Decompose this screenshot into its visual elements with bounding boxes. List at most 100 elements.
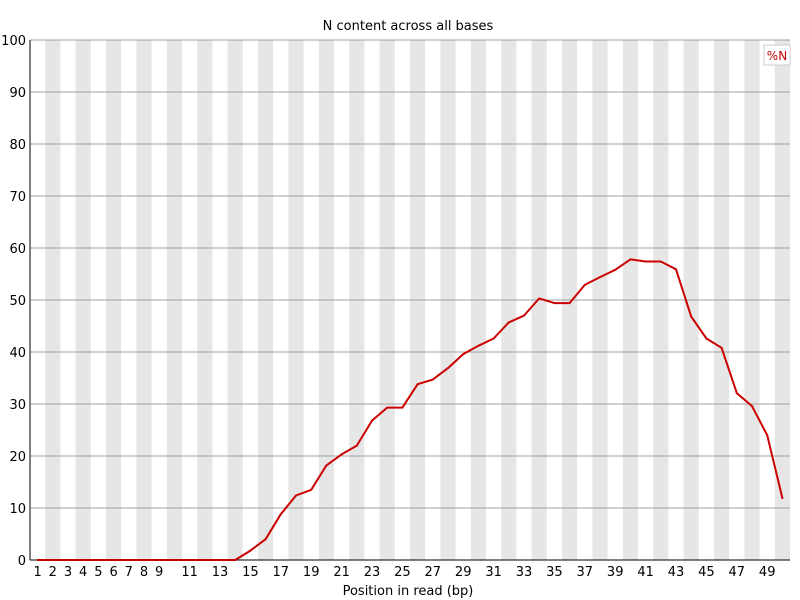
data-point bbox=[51, 559, 54, 561]
x-tick-label: 17 bbox=[273, 565, 290, 580]
data-point bbox=[644, 260, 647, 263]
x-tick-label: 13 bbox=[212, 565, 229, 580]
data-point bbox=[249, 549, 252, 552]
data-point bbox=[538, 297, 541, 300]
y-tick-label: 50 bbox=[9, 294, 26, 309]
x-tick-label: 39 bbox=[607, 565, 624, 580]
data-point bbox=[173, 559, 176, 561]
data-point bbox=[599, 276, 601, 279]
x-tick-label: 1 bbox=[33, 565, 41, 580]
data-point bbox=[781, 497, 784, 500]
data-point bbox=[36, 559, 39, 561]
data-point bbox=[82, 559, 85, 561]
data-point bbox=[67, 559, 69, 561]
x-tick-label: 31 bbox=[485, 565, 502, 580]
x-tick-label: 2 bbox=[49, 565, 57, 580]
data-point bbox=[568, 302, 571, 305]
data-point bbox=[188, 559, 191, 561]
data-point bbox=[447, 367, 449, 370]
y-tick-labels: 0 10 20 30 40 50 60 70 80 90 100 bbox=[1, 34, 26, 569]
y-tick-label: 10 bbox=[9, 502, 26, 517]
data-point bbox=[386, 406, 389, 409]
x-tick-label: 41 bbox=[637, 565, 654, 580]
x-tick-label: 15 bbox=[242, 565, 259, 580]
data-point bbox=[264, 538, 267, 541]
data-point bbox=[523, 314, 525, 317]
data-point bbox=[735, 392, 738, 395]
y-tick-label: 90 bbox=[9, 86, 26, 101]
x-tick-label: 23 bbox=[364, 565, 381, 580]
y-tick-label: 40 bbox=[9, 346, 26, 361]
x-tick-label: 49 bbox=[759, 565, 776, 580]
x-tick-label: 37 bbox=[577, 565, 594, 580]
x-tick-label: 47 bbox=[729, 565, 746, 580]
x-tick-label: 19 bbox=[303, 565, 320, 580]
data-point bbox=[705, 337, 708, 340]
x-tick-label: 21 bbox=[333, 565, 350, 580]
data-point bbox=[158, 559, 161, 561]
y-tick-label: 100 bbox=[1, 34, 26, 49]
data-point bbox=[507, 321, 510, 324]
data-point bbox=[355, 444, 358, 447]
legend: %N bbox=[763, 44, 791, 66]
data-point bbox=[751, 405, 753, 408]
x-tick-label: 9 bbox=[155, 565, 163, 580]
data-point bbox=[416, 383, 419, 386]
data-point bbox=[492, 337, 495, 340]
legend-box bbox=[763, 44, 791, 66]
data-point bbox=[766, 434, 769, 437]
x-tick-label: 11 bbox=[181, 565, 198, 580]
data-point bbox=[97, 559, 100, 561]
x-tick-label: 5 bbox=[94, 565, 102, 580]
data-point bbox=[675, 268, 677, 271]
data-point bbox=[325, 464, 328, 467]
data-point bbox=[295, 494, 297, 497]
x-tick-label: 7 bbox=[125, 565, 133, 580]
x-tick-label: 43 bbox=[668, 565, 685, 580]
y-tick-label: 0 bbox=[18, 554, 26, 569]
data-point bbox=[690, 315, 693, 318]
x-tick-label: 6 bbox=[109, 565, 117, 580]
y-tick-label: 60 bbox=[9, 242, 26, 257]
data-point bbox=[720, 346, 723, 349]
x-axis-label: Position in read (bp) bbox=[343, 584, 474, 599]
data-point bbox=[614, 268, 617, 271]
x-tick-label: 45 bbox=[698, 565, 715, 580]
data-point bbox=[431, 378, 434, 381]
legend-label: %N bbox=[767, 49, 787, 63]
data-point bbox=[659, 260, 662, 263]
x-tick-label: 35 bbox=[546, 565, 563, 580]
data-point bbox=[477, 344, 480, 347]
y-tick-label: 30 bbox=[9, 398, 26, 413]
x-tick-label: 27 bbox=[425, 565, 442, 580]
chart-title: N content across all bases bbox=[323, 19, 494, 34]
y-tick-label: 80 bbox=[9, 138, 26, 153]
data-point bbox=[127, 559, 130, 561]
series-line-n-percent bbox=[37, 258, 784, 561]
data-point bbox=[234, 559, 237, 561]
x-tick-label: 33 bbox=[516, 565, 533, 580]
data-point bbox=[112, 559, 115, 561]
x-tick-label: 8 bbox=[140, 565, 148, 580]
data-point bbox=[401, 406, 404, 409]
data-point bbox=[629, 258, 632, 261]
data-point bbox=[143, 559, 145, 561]
x-tick-label: 29 bbox=[455, 565, 472, 580]
y-tick-label: 20 bbox=[9, 450, 26, 465]
series-points bbox=[36, 258, 784, 561]
x-tick-labels: 1 2 3 4 5 6 7 8 9 11 13 15 17 19 21 23 25 27 29 31 33 35 37 39 4… bbox=[33, 565, 775, 580]
x-tick-label: 3 bbox=[64, 565, 72, 580]
data-point bbox=[371, 419, 373, 422]
data-point bbox=[310, 488, 313, 491]
data-point bbox=[462, 353, 465, 356]
data-point bbox=[340, 453, 343, 456]
x-tick-label: 25 bbox=[394, 565, 411, 580]
y-tick-label: 70 bbox=[9, 190, 26, 205]
data-point bbox=[279, 513, 282, 516]
data-point bbox=[583, 283, 586, 286]
data-point bbox=[553, 302, 556, 305]
x-tick-label: 4 bbox=[79, 565, 87, 580]
data-point bbox=[219, 559, 221, 561]
data-point bbox=[203, 559, 206, 561]
